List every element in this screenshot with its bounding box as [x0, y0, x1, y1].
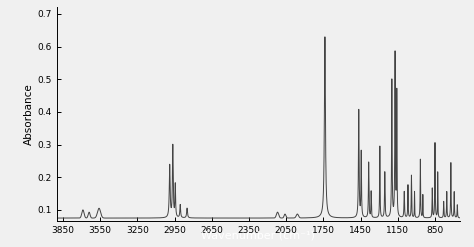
- Text: Wavenumber (cm⁻¹): Wavenumber (cm⁻¹): [201, 230, 315, 240]
- Y-axis label: Absorbance: Absorbance: [24, 83, 34, 145]
